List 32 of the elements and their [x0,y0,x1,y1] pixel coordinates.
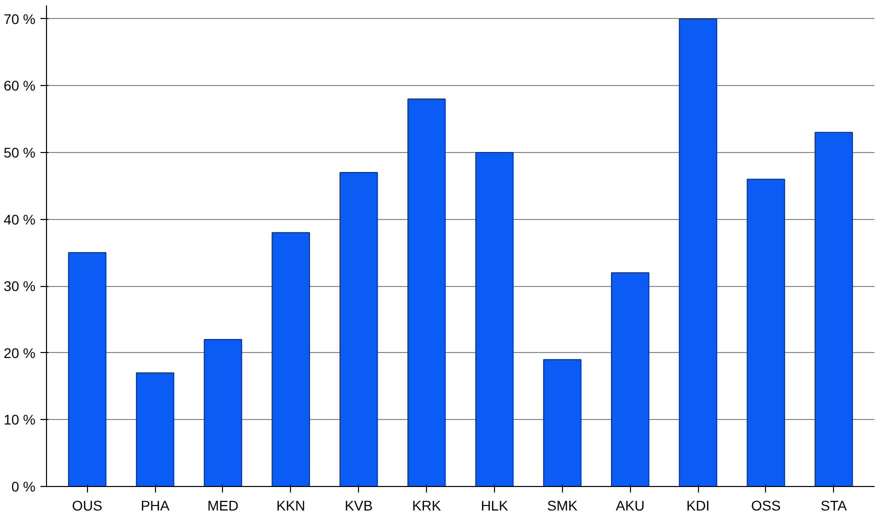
x-tick-label: OSS [751,498,781,514]
bar [136,372,174,486]
y-tick-label: 30 % [4,278,36,294]
x-tick-label: HLK [480,498,509,514]
bar [475,152,514,486]
x-tick-label: AKU [616,498,645,514]
bar [272,232,310,486]
x-tick-label: OUS [72,498,102,514]
y-tick-label: 50 % [4,144,36,160]
x-tick-label: KRK [412,498,442,514]
bar [611,272,650,486]
y-tick-label: 20 % [4,344,36,361]
bar [543,359,582,486]
y-tick-label: 60 % [4,78,36,94]
bar [68,252,106,486]
bar [407,98,446,486]
x-tick-label: MED [207,498,239,514]
y-tick-label: 40 % [4,211,36,228]
x-tick-label: PHA [140,498,170,514]
y-tick-label: 0 % [11,478,36,494]
x-tick-label: KVB [344,498,373,514]
y-tick-label: 10 % [4,412,36,428]
bar [340,172,378,486]
x-tick-label: KDI [686,498,710,514]
x-tick-label: STA [820,498,848,514]
bar [204,339,242,486]
bar [814,132,853,486]
x-tick-label: KKN [276,498,306,514]
bar [746,178,786,486]
bar [678,18,718,486]
x-tick-label: SMK [547,498,578,514]
y-tick-label: 70 % [4,10,36,27]
